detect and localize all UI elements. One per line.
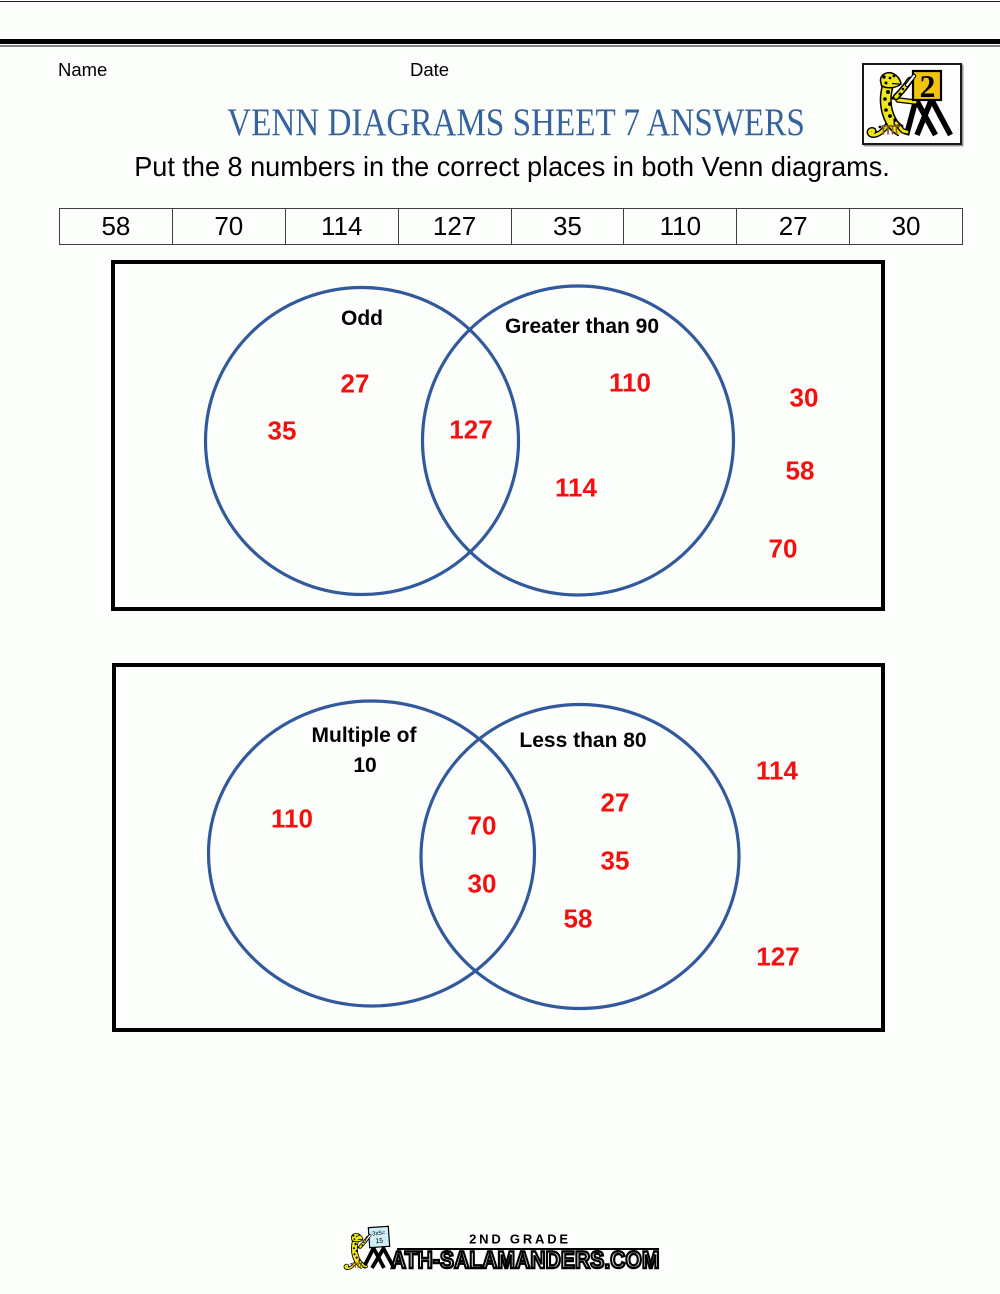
svg-text:2: 2 (920, 69, 936, 104)
svg-text:15: 15 (375, 1238, 383, 1246)
svg-text:3x5=: 3x5= (372, 1231, 386, 1238)
